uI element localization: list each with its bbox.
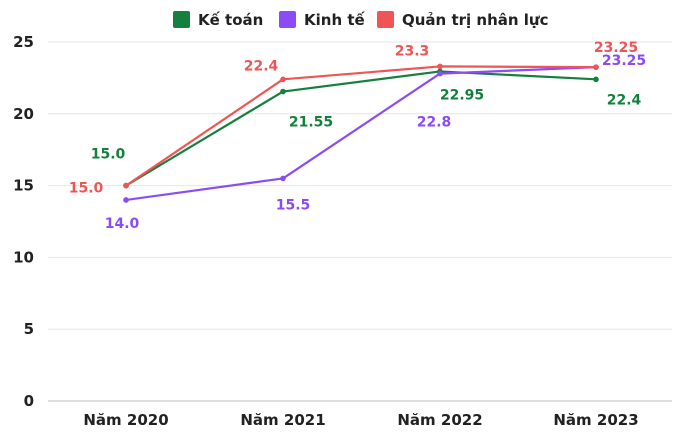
data-labels: 15.0 21.55 22.95 22.4 14.0 15.5 22.8 23.25 15.0 2… [69,40,646,232]
data-label: 15.0 [91,147,126,163]
data-label: 15.5 [276,197,311,213]
legend-item: Quản trị nhân lực [377,11,548,29]
x-tick-label: Năm 2022 [397,411,482,429]
data-label: 23.3 [395,43,430,59]
legend-label: Kế toán [198,10,263,29]
data-label: 14.0 [105,216,140,232]
data-label: 23.25 [594,40,638,56]
data-label: 21.55 [289,115,333,131]
series-line-1 [124,66,598,202]
legend-label: Quản trị nhân lực [402,11,548,29]
series [123,63,599,203]
legend-swatch [377,11,394,28]
y-tick-label: 0 [24,392,34,410]
y-tick-label: 15 [13,177,34,195]
y-tick-label: 20 [13,105,34,123]
y-tick-label: 5 [24,320,34,338]
data-point [437,63,443,70]
legend-item: Kinh tế [279,10,366,29]
y-axis: 0 5 10 15 20 25 [13,33,34,410]
series-line-0 [124,70,598,187]
data-label: 22.95 [440,87,484,103]
data-point [280,76,286,83]
data-label: 23.25 [602,53,646,69]
x-tick-label: Năm 2021 [240,411,325,429]
y-tick-label: 25 [13,33,34,51]
data-point [123,197,129,203]
legend-swatch [173,11,190,28]
y-tick-label: 10 [13,248,34,266]
x-axis: Năm 2020 Năm 2021 Năm 2022 Năm 2023 [83,411,638,429]
data-point [437,70,443,77]
data-point [280,175,286,182]
data-point [280,88,286,95]
data-label: 22.8 [417,115,452,131]
series-line-2 [124,65,598,187]
x-tick-label: Năm 2023 [553,411,638,429]
data-point [123,182,129,189]
data-label: 22.4 [607,92,642,108]
gridlines [48,41,672,402]
legend-swatch [279,11,296,28]
data-label: 15.0 [69,181,104,197]
data-point [593,64,599,70]
x-tick-label: Năm 2020 [83,411,168,429]
data-point [593,76,599,83]
data-label: 22.4 [244,58,279,74]
legend: Kế toán Kinh tế Quản trị nhân lực [173,10,548,29]
legend-label: Kinh tế [304,10,366,29]
legend-item: Kế toán [173,10,263,29]
